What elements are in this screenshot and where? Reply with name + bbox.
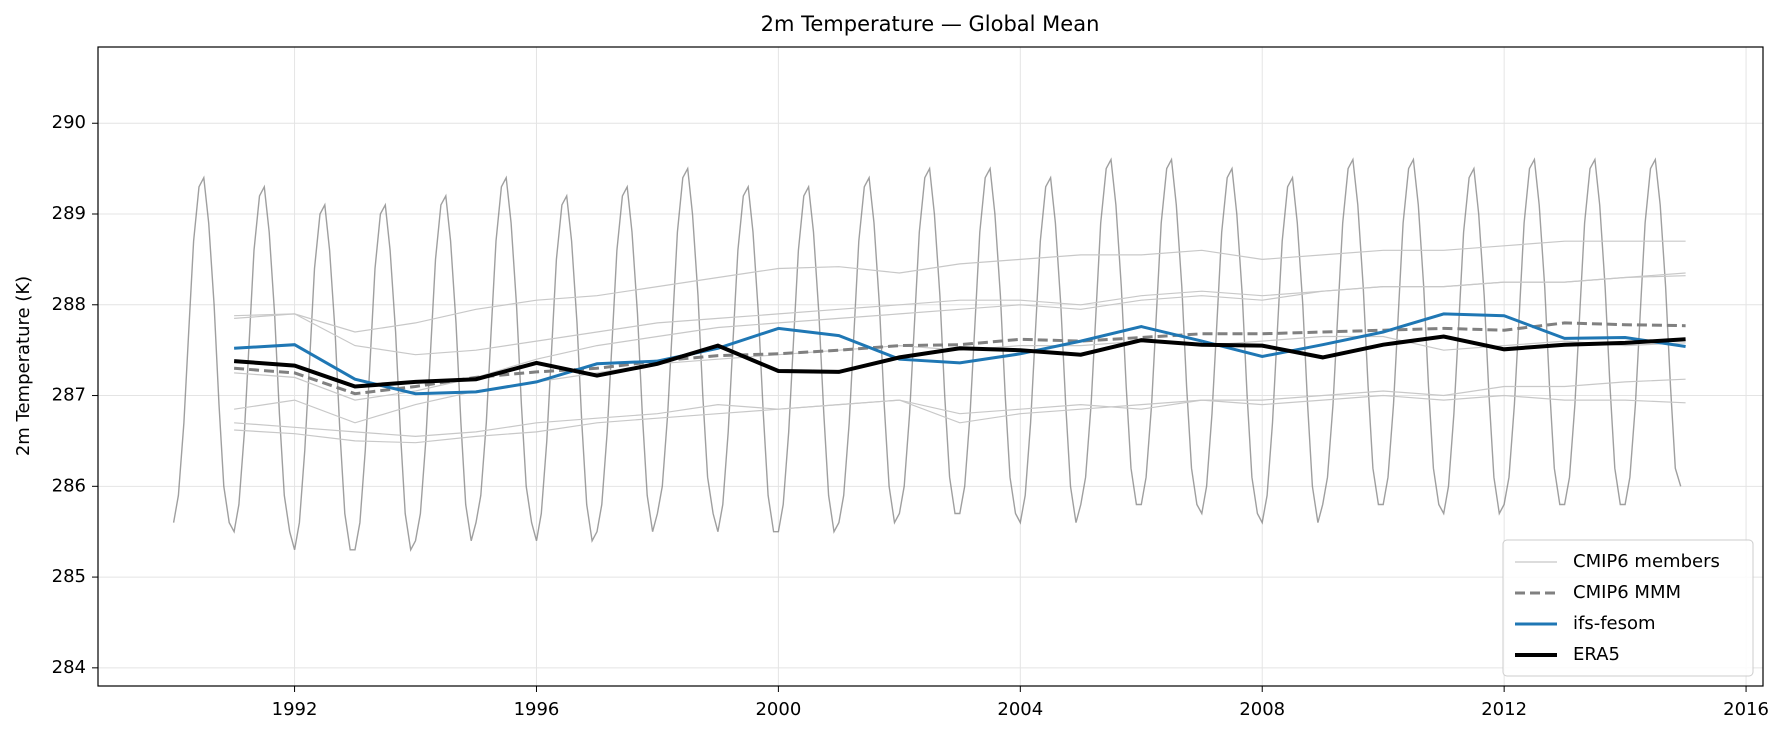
y-tick-label: 289 bbox=[52, 203, 86, 224]
member-line bbox=[234, 240, 1686, 333]
plot-frame bbox=[97, 46, 1764, 687]
x-tick-label: 2012 bbox=[1481, 699, 1527, 720]
legend-label: ifs-fesom bbox=[1573, 613, 1656, 634]
member-line bbox=[234, 272, 1686, 356]
y-axis-label: 2m Temperature (K) bbox=[13, 276, 34, 456]
y-tick-label: 285 bbox=[52, 566, 86, 587]
x-tick-label: 2000 bbox=[755, 699, 801, 720]
x-tick-label: 2016 bbox=[1723, 699, 1769, 720]
series-line bbox=[233, 334, 1686, 389]
y-tick-label: 288 bbox=[52, 294, 86, 315]
legend-label: CMIP6 members bbox=[1573, 551, 1720, 572]
y-tick-label: 286 bbox=[52, 475, 86, 496]
y-tick-label: 284 bbox=[52, 657, 86, 678]
member-line bbox=[234, 378, 1686, 444]
y-tick-label: 287 bbox=[52, 385, 86, 406]
legend-box bbox=[1502, 539, 1754, 677]
x-tick-label: 2004 bbox=[997, 699, 1043, 720]
series-line bbox=[234, 312, 1686, 396]
member-line bbox=[234, 394, 1686, 438]
x-tick-label: 1996 bbox=[514, 699, 560, 720]
legend-label: ERA5 bbox=[1573, 644, 1620, 665]
monthly-line bbox=[172, 157, 1682, 552]
x-tick-label: 2008 bbox=[1239, 699, 1285, 720]
x-tick-label: 1992 bbox=[272, 699, 318, 720]
legend-label: CMIP6 MMM bbox=[1573, 582, 1681, 603]
chart-title: 2m Temperature — Global Mean bbox=[761, 12, 1100, 36]
y-tick-label: 290 bbox=[52, 112, 86, 133]
